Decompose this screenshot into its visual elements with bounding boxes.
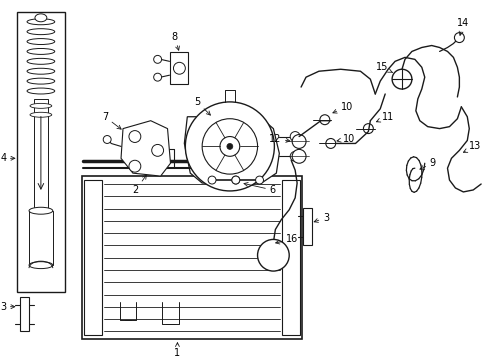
Text: 6: 6 [244, 183, 275, 195]
Text: 13: 13 [463, 141, 481, 152]
Text: 15: 15 [375, 62, 391, 72]
Text: 4: 4 [0, 153, 15, 163]
Text: 14: 14 [456, 18, 468, 35]
Bar [84, 180, 102, 336]
Circle shape [153, 55, 161, 63]
Circle shape [292, 135, 305, 148]
Ellipse shape [35, 14, 47, 22]
Ellipse shape [27, 19, 55, 25]
Text: 11: 11 [376, 112, 394, 122]
Circle shape [231, 176, 239, 184]
Text: 9: 9 [419, 158, 435, 169]
Circle shape [255, 176, 263, 184]
Text: 16: 16 [275, 234, 298, 244]
Text: 10: 10 [336, 134, 354, 144]
Ellipse shape [27, 78, 55, 84]
Circle shape [453, 33, 464, 42]
Bar [29, 211, 53, 265]
Ellipse shape [27, 88, 55, 94]
Circle shape [153, 73, 161, 81]
Text: 3: 3 [0, 302, 15, 312]
Circle shape [185, 102, 274, 191]
Circle shape [391, 69, 411, 89]
Text: 1: 1 [174, 343, 180, 358]
Ellipse shape [29, 207, 53, 214]
Ellipse shape [27, 49, 55, 54]
Circle shape [289, 151, 300, 161]
Circle shape [151, 144, 163, 156]
Ellipse shape [27, 58, 55, 64]
Text: 12: 12 [268, 134, 289, 144]
Ellipse shape [27, 68, 55, 74]
Bar [82, 176, 302, 339]
Bar [20, 297, 29, 332]
Text: 8: 8 [171, 32, 179, 50]
Bar [170, 53, 188, 84]
Ellipse shape [30, 112, 52, 117]
Circle shape [173, 62, 185, 74]
Bar [17, 12, 64, 292]
Ellipse shape [27, 29, 55, 35]
Circle shape [220, 136, 239, 156]
Bar [303, 208, 311, 246]
Text: 2: 2 [132, 175, 146, 195]
Bar [34, 99, 48, 208]
Text: 5: 5 [194, 97, 210, 115]
Polygon shape [184, 117, 279, 183]
Circle shape [103, 135, 111, 143]
Circle shape [202, 119, 257, 174]
Polygon shape [121, 121, 170, 176]
Circle shape [363, 124, 372, 134]
Text: 7: 7 [102, 112, 121, 129]
Bar [282, 180, 300, 336]
Circle shape [289, 132, 300, 141]
Ellipse shape [29, 262, 53, 269]
Circle shape [319, 115, 329, 125]
Circle shape [129, 131, 141, 143]
Text: 10: 10 [332, 102, 352, 113]
Circle shape [325, 139, 335, 148]
Ellipse shape [27, 39, 55, 45]
Ellipse shape [30, 103, 52, 108]
Circle shape [231, 176, 239, 184]
Circle shape [129, 160, 141, 172]
Circle shape [208, 176, 216, 184]
Text: 3: 3 [313, 213, 328, 222]
Circle shape [226, 143, 232, 149]
Circle shape [292, 149, 305, 163]
Circle shape [257, 239, 288, 271]
